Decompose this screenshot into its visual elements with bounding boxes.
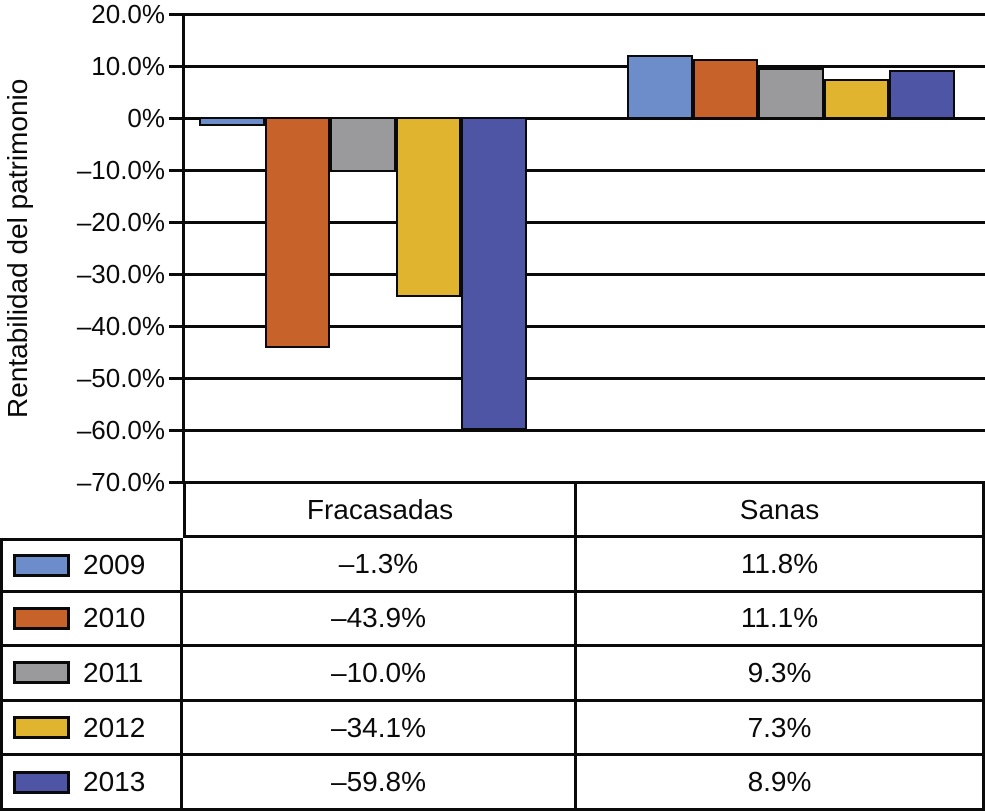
bar-2010-fracasadas [264,116,331,348]
bar-2013-sanas [889,70,955,120]
bar-2012-fracasadas [395,116,462,297]
table-cell-sanas-2011: 9.3% [577,647,985,702]
table-cell-sanas-2010: 11.1% [577,592,985,648]
table-cell-fracasadas-2012: –34.1% [183,701,577,757]
y-axis-tick [169,376,183,380]
legend-year-label: 2009 [83,549,146,581]
gridline [183,220,985,224]
table-cell-sanas-2013: 8.9% [577,756,985,811]
y-axis-tick-label: –50.0% [76,363,165,393]
legend-swatch-2009 [13,553,70,577]
y-axis-tick [169,272,183,276]
gridline [183,64,985,68]
y-axis-tick [169,64,183,68]
table-cell-sanas-2009: 11.8% [577,538,985,593]
data-table: Fracasadas Sanas 2009 –1.3% 11.8% 2010 –43.9… [0,481,985,811]
bar-2013-fracasadas [461,116,527,431]
legend-year-label: 2010 [83,602,146,634]
y-axis-tick-label: –70.0% [76,467,165,497]
legend-year-label: 2012 [83,711,146,743]
y-axis-tick [169,12,183,16]
legend-item-2010: 2010 [0,592,183,648]
gridline [183,272,985,276]
y-axis-tick [169,168,183,172]
legend-item-2012: 2012 [0,701,183,757]
y-axis-tick [169,428,183,432]
legend-swatch-2012 [13,716,70,740]
y-axis-tick-label: –40.0% [76,311,165,341]
bar-2010-sanas [692,58,759,120]
table-cell-fracasadas-2009: –1.3% [183,538,577,593]
legend-item-2011: 2011 [0,647,183,702]
gridline [183,116,985,120]
y-axis-tick-label: –10.0% [76,155,165,185]
y-axis-tick [169,220,183,224]
gridline [183,324,985,328]
table-cell-fracasadas-2011: –10.0% [183,647,577,702]
legend-item-2009: 2009 [0,538,183,593]
legend-item-2013: 2013 [0,756,183,811]
bar-2011-sanas [758,68,824,120]
y-axis-tick-label: –30.0% [76,259,165,289]
table-cell-sanas-2012: 7.3% [577,701,985,757]
legend-year-label: 2011 [83,656,144,688]
table-corner-empty-cell [0,481,183,538]
gridline [183,376,985,380]
y-axis-tick-label: –60.0% [76,415,165,445]
table-header-fracasadas: Fracasadas [183,481,577,538]
bar-2009-sanas [627,55,693,120]
y-axis-tick-label: 10.0% [91,51,165,81]
table-header-sanas: Sanas [577,481,985,538]
y-axis-tick [169,324,183,328]
bar-2009-fracasadas [199,116,265,127]
bar-2012-sanas [823,78,890,120]
y-axis-tick-label: 20.0% [91,0,165,29]
bar-2011-fracasadas [330,116,396,172]
y-axis-tick [169,116,183,120]
y-axis-tick-label: –20.0% [76,207,165,237]
y-axis-tick [169,480,183,484]
legend-swatch-2013 [13,770,70,794]
legend-swatch-2011 [13,661,70,685]
y-axis-title: Rentabilidad del patrimonio [2,78,33,418]
y-axis-tick-label: 0% [127,103,165,133]
y-axis-line [181,14,185,482]
table-cell-fracasadas-2013: –59.8% [183,756,577,811]
table-cell-fracasadas-2010: –43.9% [183,592,577,648]
legend-swatch-2010 [13,606,70,630]
gridline [183,168,985,172]
legend-year-label: 2013 [83,766,146,798]
gridline [183,428,985,432]
gridline [183,12,985,16]
